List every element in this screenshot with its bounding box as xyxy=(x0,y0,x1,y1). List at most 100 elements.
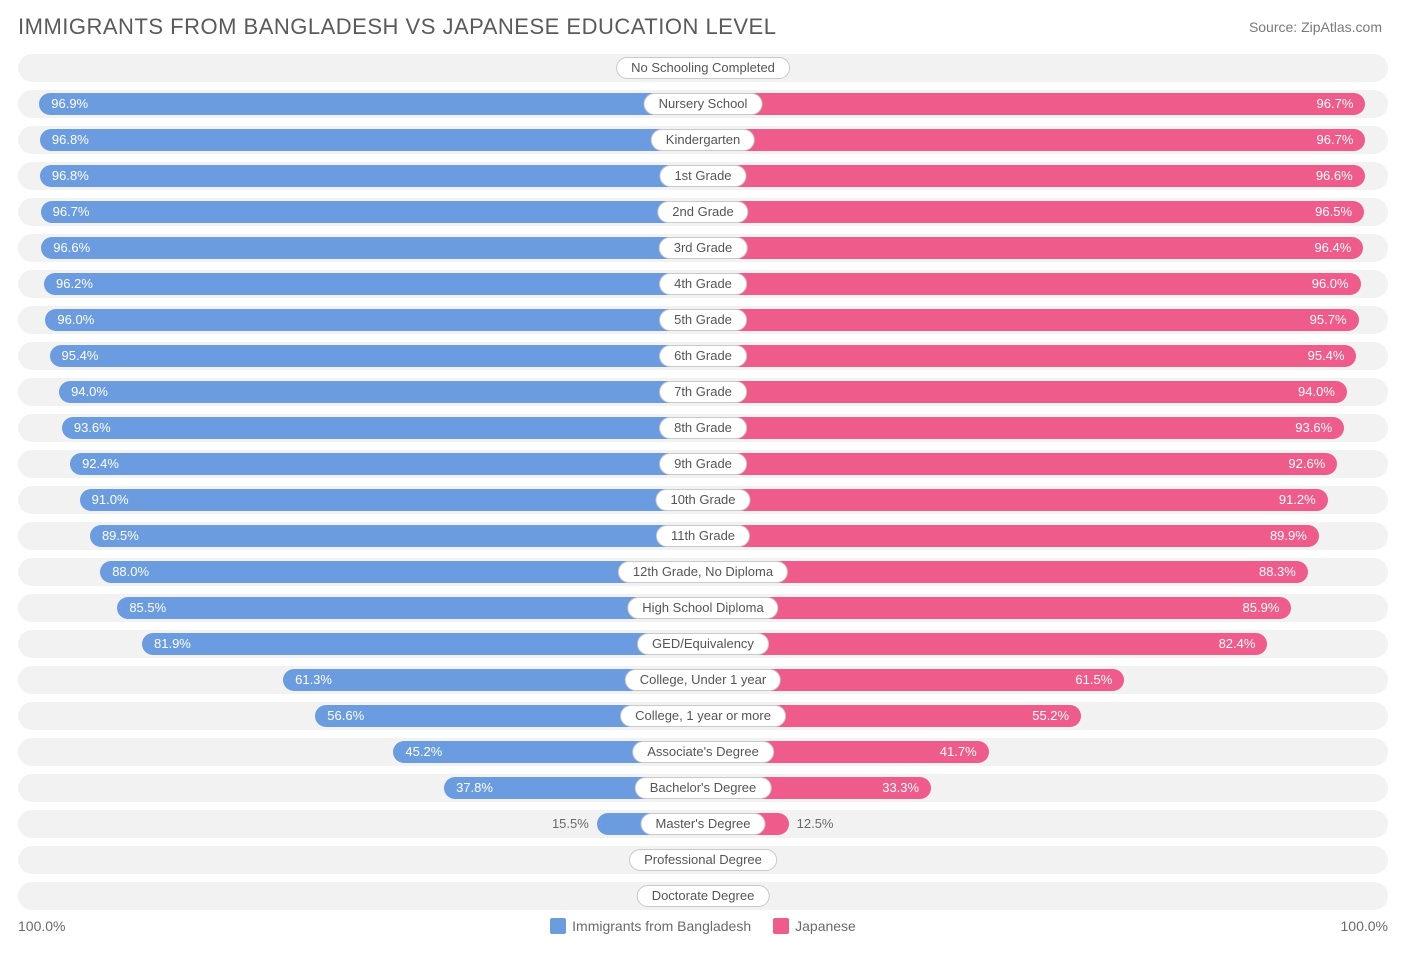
category-label: 5th Grade xyxy=(659,309,747,331)
chart-row: 1.8%1.5%Doctorate Degree xyxy=(18,882,1388,910)
bar-right xyxy=(703,417,1344,439)
category-label: Professional Degree xyxy=(629,849,777,871)
category-label: GED/Equivalency xyxy=(637,633,769,655)
bar-right xyxy=(703,597,1291,619)
legend: Immigrants from Bangladesh Japanese xyxy=(550,918,856,934)
bar-left xyxy=(41,237,703,259)
legend-item-right: Japanese xyxy=(773,918,856,934)
bar-right xyxy=(703,165,1365,187)
value-label-left: 81.9% xyxy=(154,630,191,658)
diverging-bar-chart: 3.1%3.3%No Schooling Completed96.9%96.7%… xyxy=(0,46,1406,910)
category-label: No Schooling Completed xyxy=(616,57,790,79)
value-label-right: 33.3% xyxy=(882,774,919,802)
value-label-right: 96.5% xyxy=(1315,198,1352,226)
value-label-left: 85.5% xyxy=(129,594,166,622)
chart-row: 92.4% 92.6% 9th Grade xyxy=(18,450,1388,478)
value-label-right: 85.9% xyxy=(1243,594,1280,622)
chart-row: 96.6%96.4%3rd Grade xyxy=(18,234,1388,262)
value-label-right: 96.0% xyxy=(1312,270,1349,298)
chart-row: 15.5%12.5%Master's Degree xyxy=(18,810,1388,838)
value-label-right: 96.4% xyxy=(1314,234,1351,262)
category-label: High School Diploma xyxy=(627,597,778,619)
category-label: 4th Grade xyxy=(659,273,747,295)
bar-right xyxy=(703,453,1337,475)
value-label-left: 92.4% xyxy=(82,450,119,478)
bar-right xyxy=(703,525,1319,547)
category-label: College, 1 year or more xyxy=(620,705,786,727)
value-label-right: 96.7% xyxy=(1317,126,1354,154)
chart-row: 96.8% 96.6% 1st Grade xyxy=(18,162,1388,190)
value-label-left: 94.0% xyxy=(71,378,108,406)
value-label-left: 61.3% xyxy=(295,666,332,694)
bar-right xyxy=(703,489,1328,511)
value-label-left: 88.0% xyxy=(112,558,149,586)
value-label-left: 93.6% xyxy=(74,414,111,442)
category-label: 3rd Grade xyxy=(659,237,748,259)
value-label-left: 95.4% xyxy=(62,342,99,370)
source-credit: Source: ZipAtlas.com xyxy=(1249,19,1382,35)
chart-row: 93.6%93.6%8th Grade xyxy=(18,414,1388,442)
bar-right xyxy=(703,345,1356,367)
bar-right xyxy=(703,561,1308,583)
bar-left xyxy=(100,561,703,583)
legend-swatch-left xyxy=(550,918,566,934)
category-label: 10th Grade xyxy=(655,489,750,511)
bar-right xyxy=(703,237,1363,259)
value-label-left: 96.7% xyxy=(53,198,90,226)
category-label: Kindergarten xyxy=(651,129,755,151)
value-label-right: 88.3% xyxy=(1259,558,1296,586)
value-label-right: 61.5% xyxy=(1075,666,1112,694)
value-label-right: 94.0% xyxy=(1298,378,1335,406)
chart-row: 91.0%91.2%10th Grade xyxy=(18,486,1388,514)
value-label-left: 96.2% xyxy=(56,270,93,298)
value-label-right: 55.2% xyxy=(1032,702,1069,730)
category-label: Master's Degree xyxy=(641,813,766,835)
bar-right xyxy=(703,93,1365,115)
category-label: 7th Grade xyxy=(659,381,747,403)
bar-left xyxy=(62,417,703,439)
value-label-left: 45.2% xyxy=(405,738,442,766)
legend-label-left: Immigrants from Bangladesh xyxy=(572,918,751,934)
value-label-right: 91.2% xyxy=(1279,486,1316,514)
category-label: 1st Grade xyxy=(659,165,746,187)
chart-row: 96.2% 96.0% 4th Grade xyxy=(18,270,1388,298)
category-label: Doctorate Degree xyxy=(637,885,770,907)
chart-footer: 100.0% Immigrants from Bangladesh Japane… xyxy=(0,918,1406,948)
category-label: 9th Grade xyxy=(659,453,747,475)
value-label-left: 96.8% xyxy=(52,162,89,190)
bar-right xyxy=(703,633,1267,655)
value-label-left: 96.8% xyxy=(52,126,89,154)
bar-left xyxy=(59,381,703,403)
chart-row: 56.6% 55.2% College, 1 year or more xyxy=(18,702,1388,730)
value-label-left: 15.5% xyxy=(552,810,589,838)
chart-row: 4.4%3.5%Professional Degree xyxy=(18,846,1388,874)
bar-right xyxy=(703,273,1361,295)
bar-right xyxy=(703,381,1347,403)
axis-max-right: 100.0% xyxy=(1341,918,1388,934)
value-label-left: 96.0% xyxy=(57,306,94,334)
category-label: College, Under 1 year xyxy=(625,669,781,691)
chart-row: 96.9%96.7%Nursery School xyxy=(18,90,1388,118)
value-label-right: 95.7% xyxy=(1310,306,1347,334)
chart-row: 88.0% 88.3% 12th Grade, No Diploma xyxy=(18,558,1388,586)
bar-left xyxy=(39,93,703,115)
category-label: 6th Grade xyxy=(659,345,747,367)
bar-left xyxy=(70,453,703,475)
chart-row: 45.2%41.7%Associate's Degree xyxy=(18,738,1388,766)
bar-left xyxy=(41,201,703,223)
bar-left xyxy=(142,633,703,655)
value-label-left: 56.6% xyxy=(327,702,364,730)
bar-left xyxy=(40,165,703,187)
value-label-right: 82.4% xyxy=(1219,630,1256,658)
bar-left xyxy=(50,345,703,367)
bar-left xyxy=(90,525,703,547)
value-label-right: 92.6% xyxy=(1288,450,1325,478)
value-label-right: 95.4% xyxy=(1308,342,1345,370)
bar-left xyxy=(80,489,703,511)
chart-row: 81.9% 82.4% GED/Equivalency xyxy=(18,630,1388,658)
legend-item-left: Immigrants from Bangladesh xyxy=(550,918,751,934)
category-label: Associate's Degree xyxy=(632,741,774,763)
bar-left xyxy=(44,273,703,295)
value-label-right: 96.6% xyxy=(1316,162,1353,190)
category-label: 12th Grade, No Diploma xyxy=(618,561,788,583)
